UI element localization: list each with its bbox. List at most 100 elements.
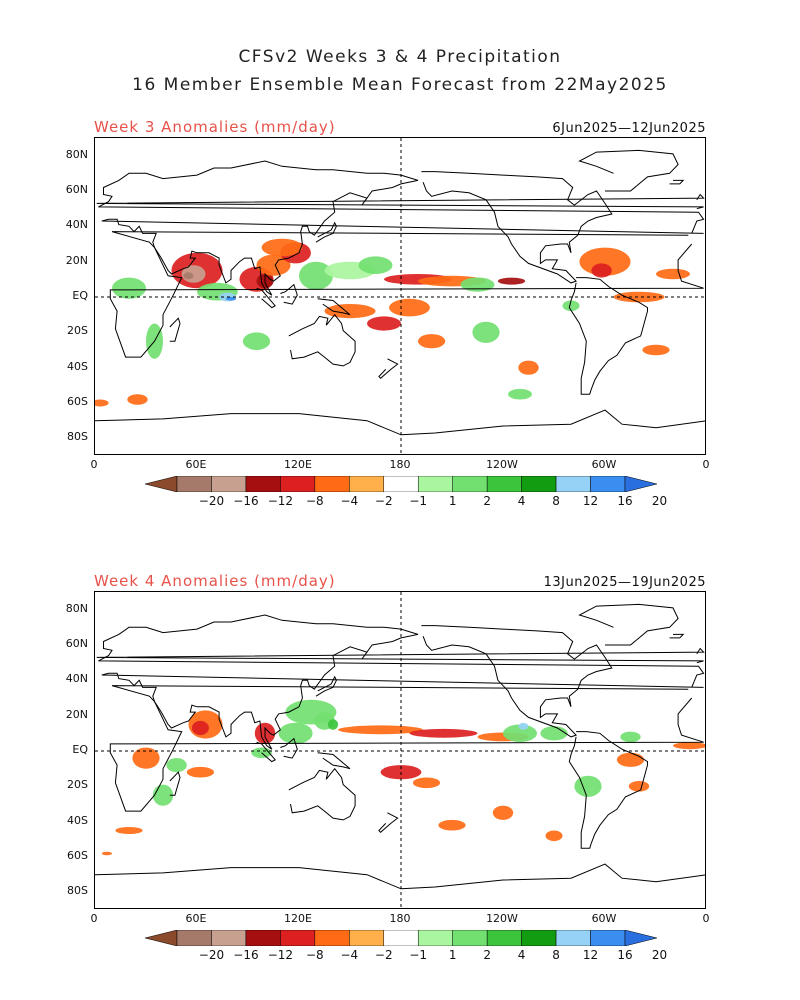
colorbar-swatch: [555, 475, 591, 493]
coastline: [378, 358, 399, 379]
colorbar-label: 1: [448, 948, 457, 962]
panel-1-dates: 6Jun2025—12Jun2025: [552, 121, 706, 136]
lat-label: 60N: [65, 637, 88, 650]
coastline: [288, 313, 356, 367]
colorbar-swatch: [417, 929, 453, 947]
coastline: [169, 317, 181, 342]
coastline: [280, 737, 298, 759]
anomaly-region: [642, 344, 670, 356]
anomaly-region: [518, 360, 539, 375]
colorbar-label: −20: [198, 494, 225, 508]
anomaly-region: [518, 722, 529, 730]
anomaly-region: [616, 752, 645, 767]
lon-label: 180: [389, 912, 411, 925]
panel-1-map: [94, 137, 706, 455]
coastline: [109, 231, 704, 358]
coastline: [109, 685, 704, 812]
colorbar-swatch: [452, 475, 488, 493]
colorbar-swatch: [349, 475, 385, 493]
colorbar-swatch: [245, 475, 281, 493]
lat-label: 80N: [65, 601, 88, 615]
colorbar-label: −16: [233, 494, 259, 508]
coastline: [378, 812, 399, 833]
anomaly-region: [591, 263, 612, 278]
lat-label: EQ: [72, 743, 88, 756]
colorbar-label: 2: [483, 948, 491, 962]
colorbar-label: −8: [305, 948, 324, 962]
anomaly-region: [358, 256, 393, 274]
colorbar-label: −12: [267, 948, 294, 962]
colorbar-label: 1: [448, 494, 457, 508]
anomaly-region: [256, 254, 291, 276]
anomaly-region: [112, 277, 146, 299]
anomaly-region: [285, 699, 337, 725]
lat-label: EQ: [72, 289, 88, 302]
anomaly-region: [327, 719, 339, 730]
coastline: [256, 287, 276, 309]
anomaly-region: [574, 775, 602, 797]
lon-label: 60W: [591, 912, 617, 925]
colorbar-swatch: [590, 929, 626, 947]
anomaly-region: [115, 827, 143, 834]
colorbar-label: −1: [409, 948, 428, 962]
colorbar-label: 16: [617, 948, 633, 962]
colorbar-label: 4: [517, 948, 526, 962]
colorbar-swatch: [176, 475, 212, 493]
colorbar-label: −16: [233, 948, 259, 962]
coastline: [96, 647, 705, 664]
colorbar-label: −2: [374, 494, 393, 508]
coastline: [169, 771, 181, 796]
figure-title-line-1: CFSv2 Weeks 3 & 4 Precipitation: [238, 47, 562, 67]
colorbar-canvas: [144, 929, 658, 947]
colorbar-label: 8: [552, 948, 560, 962]
anomaly-region: [508, 388, 532, 400]
coastline: [98, 160, 705, 296]
lat-label: 40N: [65, 218, 88, 232]
colorbar-swatch: [383, 929, 419, 947]
coastline: [315, 221, 337, 243]
anomaly-region: [412, 777, 441, 789]
colorbar-label: 20: [651, 948, 668, 962]
colorbar-swatch: [590, 475, 626, 493]
lat-label: 20S: [67, 778, 88, 792]
anomaly-region: [191, 720, 209, 736]
anomaly-region: [127, 394, 148, 405]
colorbar-max-arrow: [624, 475, 658, 493]
lon-label: 180: [389, 458, 411, 471]
lat-label: 20S: [67, 324, 88, 338]
lat-label: 20N: [65, 707, 88, 721]
colorbar-swatch: [521, 475, 557, 493]
colorbar-swatch: [314, 929, 350, 947]
map1-canvas: [95, 138, 705, 454]
colorbar-label: 12: [582, 494, 599, 508]
coastline: [317, 752, 351, 770]
coastline: [95, 409, 705, 436]
anomaly-region: [242, 332, 271, 350]
lat-label: 40S: [67, 813, 88, 827]
colorbar-swatch: [555, 929, 591, 947]
anomaly-region: [438, 819, 466, 831]
lat-label: 40N: [65, 672, 88, 686]
colorbar-swatch: [521, 929, 557, 947]
anomaly-region: [324, 304, 376, 319]
panel-1-colorbar: [144, 475, 658, 493]
panel-2-title: Week 4 Anomalies (mm/day): [94, 572, 336, 590]
anomaly-region: [225, 297, 237, 301]
lon-label: 120E: [284, 458, 312, 471]
lat-label: 80S: [67, 430, 88, 444]
colorbar-label: −2: [374, 948, 393, 962]
coastline: [421, 171, 613, 284]
colorbar-swatch: [452, 929, 488, 947]
lon-label: 120W: [486, 458, 518, 471]
lon-label: 0: [702, 912, 710, 925]
anomaly-region: [472, 321, 500, 343]
coastline: [256, 741, 276, 763]
coastline: [315, 675, 337, 697]
colorbar-min-arrow: [144, 475, 178, 493]
lon-label: 60W: [591, 458, 617, 471]
anomaly-field: [101, 699, 705, 856]
lon-label: 60E: [185, 912, 207, 925]
lon-label: 0: [90, 458, 98, 471]
coastline: [317, 298, 351, 316]
coastline: [98, 614, 705, 750]
